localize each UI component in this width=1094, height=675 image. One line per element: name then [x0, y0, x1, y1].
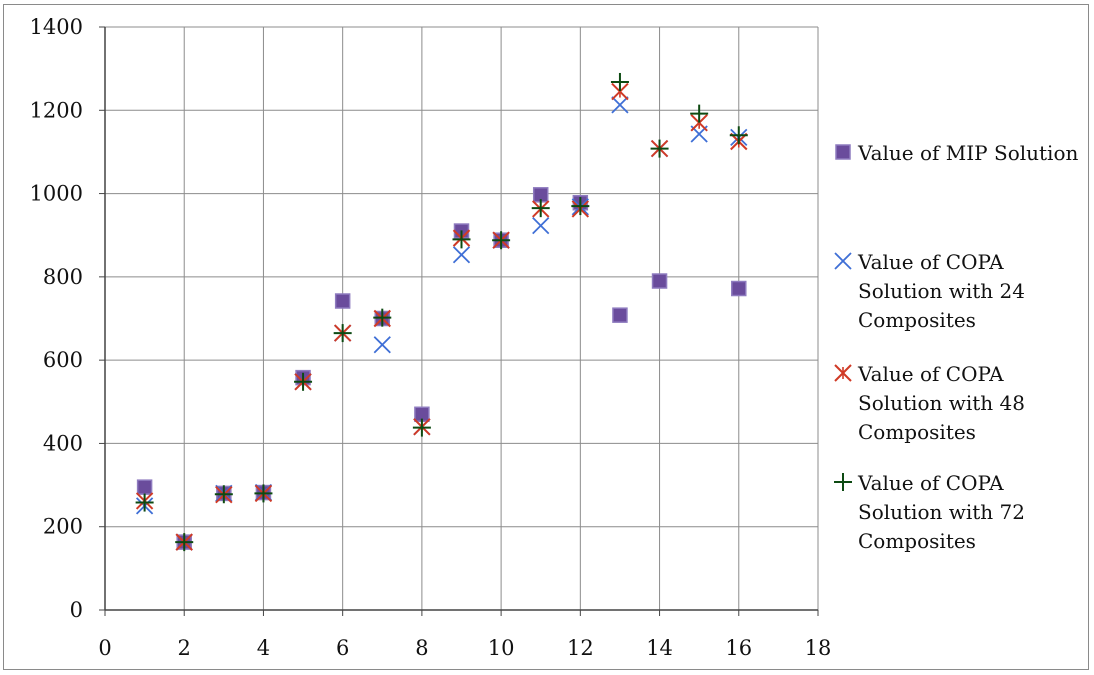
legend: Value of MIP Solution Value of COPA Soluti… [834, 141, 1078, 553]
data-point-square [612, 307, 628, 323]
data-points [135, 72, 748, 552]
y-tick-label: 800 [43, 265, 83, 289]
y-tick-label: 0 [70, 598, 83, 622]
legend-label: Value of COPA [857, 362, 1004, 386]
series-2 [135, 96, 748, 551]
data-point-x [373, 336, 391, 354]
data-point-plus [492, 231, 511, 250]
x-tick-label: 12 [567, 636, 594, 660]
grid-lines [105, 26, 819, 610]
legend-marker-asterisk [834, 364, 852, 382]
data-point-x [611, 96, 629, 114]
legend-marker-x [834, 252, 852, 270]
series-4 [135, 72, 748, 552]
y-tick-label: 600 [43, 348, 83, 372]
tick-labels: 0 2 4 6 8 10 12 14 16 18 0 200 400 600 800 1000 1200 1400 [30, 15, 832, 660]
y-tick-label: 400 [43, 431, 83, 455]
data-point-plus [373, 308, 392, 327]
legend-label: Solution with 24 [858, 279, 1025, 303]
legend-label: Composites [858, 420, 976, 444]
legend-item: Value of MIP Solution [835, 141, 1078, 165]
legend-label: Value of COPA [857, 250, 1004, 274]
axes [99, 26, 819, 616]
data-point-plus [729, 126, 748, 145]
x-tick-label: 2 [178, 636, 191, 660]
x-tick-label: 16 [725, 636, 752, 660]
x-tick-label: 4 [257, 636, 270, 660]
y-tick-label: 1400 [30, 15, 83, 39]
data-point-plus [571, 197, 590, 216]
legend-item: Value of COPA Solution with 48 Composites [834, 362, 1025, 444]
legend-item: Value of COPA Solution with 72 Composites [834, 471, 1025, 553]
data-point-plus [610, 72, 629, 91]
data-point-plus [412, 418, 431, 437]
data-point-plus [214, 485, 233, 504]
data-point-plus [452, 230, 471, 249]
data-point-plus [690, 104, 709, 123]
data-point-plus [333, 324, 352, 343]
data-point-x [452, 246, 471, 264]
legend-label: Solution with 72 [858, 500, 1025, 524]
data-point-plus [254, 484, 273, 503]
y-tick-label: 200 [43, 515, 83, 539]
legend-label: Value of MIP Solution [857, 141, 1078, 165]
data-point-square [731, 280, 747, 297]
y-tick-label: 1000 [30, 182, 83, 206]
data-point-plus [175, 533, 194, 552]
x-tick-label: 0 [98, 636, 111, 660]
legend-label: Value of COPA [857, 471, 1004, 495]
data-point-plus [294, 372, 313, 391]
series-3 [135, 82, 748, 551]
legend-item: Value of COPA Solution with 24 Composites [834, 250, 1025, 332]
data-point-x [532, 217, 550, 235]
x-tick-label: 18 [805, 636, 832, 660]
x-tick-label: 14 [646, 636, 673, 660]
legend-label: Composites [858, 529, 976, 553]
data-point-plus [135, 493, 154, 512]
legend-marker-plus [834, 473, 852, 491]
data-point-plus [650, 139, 669, 158]
x-tick-label: 8 [415, 636, 428, 660]
data-point-square [334, 293, 351, 309]
y-tick-label: 1200 [30, 98, 83, 122]
data-point-plus [531, 199, 550, 218]
x-tick-label: 10 [488, 636, 515, 660]
legend-label: Composites [858, 308, 976, 332]
data-point-square [136, 479, 153, 495]
legend-label: Solution with 48 [858, 391, 1025, 415]
legend-marker-square [835, 144, 851, 160]
x-tick-label: 6 [336, 636, 349, 660]
data-point-square [651, 273, 668, 289]
